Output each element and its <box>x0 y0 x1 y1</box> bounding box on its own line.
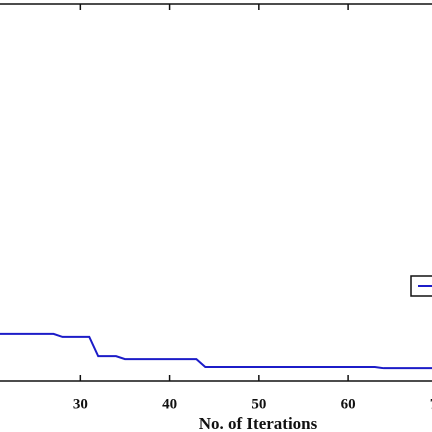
x-tick-label: 70 <box>430 396 432 412</box>
x-tick-label: 40 <box>162 396 177 412</box>
legend <box>410 275 432 297</box>
x-axis-title: No. of Iterations <box>199 414 318 432</box>
x-tick-label: 60 <box>341 396 356 412</box>
x-tick-label: 50 <box>251 396 266 412</box>
x-tick-label: 30 <box>73 396 88 412</box>
data-line <box>0 332 432 370</box>
